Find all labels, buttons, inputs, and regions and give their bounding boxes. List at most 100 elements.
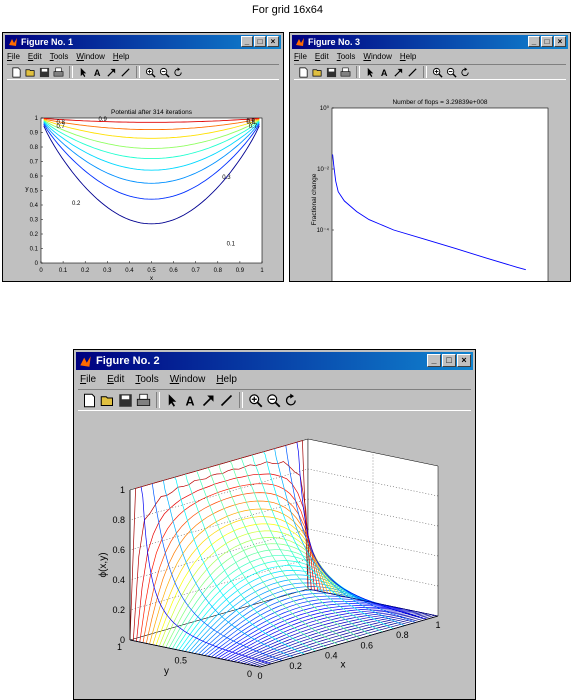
close-button[interactable]: × [554,36,566,47]
y-tick-label: 0.7 [30,160,39,166]
select-arrow-icon[interactable] [78,67,89,78]
menu-edit[interactable]: Edit [27,52,42,61]
contour-line-0.8 [43,118,260,131]
text-tool-icon[interactable]: A [183,393,198,408]
open-folder-icon[interactable] [100,393,115,408]
contour-line-0.2 [43,123,260,200]
arrow-tool-icon[interactable] [201,393,216,408]
new-file-icon[interactable] [298,67,309,78]
open-folder-icon[interactable] [312,67,323,78]
rotate-icon[interactable] [460,66,471,78]
save-icon[interactable] [326,67,337,78]
contour-line-0.1 [43,125,260,225]
maximize-button[interactable]: □ [442,354,456,367]
x-tick-label: 0.4 [125,268,134,274]
arrow-tool-icon[interactable] [393,67,404,78]
close-button[interactable]: × [457,354,471,367]
menu-file[interactable]: File [7,52,20,61]
zoom-out-icon[interactable] [159,67,170,78]
select-arrow-icon[interactable] [165,393,180,408]
zoom-in-icon[interactable] [145,67,156,78]
contour-label: 0.8 [247,120,256,126]
surface-mesh-line [196,470,327,649]
line-tool-icon[interactable] [120,67,131,78]
surface-mesh-line [207,467,339,645]
x-tick-label: 0.2 [81,268,90,274]
maximize-button[interactable]: □ [254,36,266,47]
z-tick-label: 0.2 [112,605,125,615]
figure-3-menubar: File Edit Tools Window Help [294,51,416,63]
maximize-button[interactable]: □ [541,36,553,47]
figure-2-titlebar[interactable]: Figure No. 2 _ □ × [76,352,473,370]
y-tick-label: 0 [247,669,252,679]
print-icon[interactable] [340,67,351,78]
save-icon[interactable] [39,67,50,78]
menu-window[interactable]: Window [363,52,392,61]
surface-mesh-line [174,477,305,655]
menu-file[interactable]: File [294,52,307,61]
close-button[interactable]: × [267,36,279,47]
contour-line-0.6 [43,119,260,149]
menu-tools[interactable]: Tools [49,52,69,61]
minimize-button[interactable]: _ [528,36,540,47]
zoom-in-icon[interactable] [248,393,263,408]
z-tick-label: 0.6 [112,545,125,555]
contour-label: 0.3 [222,175,231,181]
contour-line-0.5 [43,120,260,160]
contour-label: 0.9 [247,118,256,124]
x-tick-label: 0.1 [59,268,68,274]
save-icon[interactable] [118,393,133,408]
menu-help[interactable]: Help [112,52,130,61]
line-tool-icon[interactable] [407,67,418,78]
y-tick-label: 0.8 [30,145,39,151]
text-tool-icon[interactable]: A [92,67,103,78]
toolbar-separator [156,392,160,408]
svg-text:A: A [186,394,195,408]
y-tick-label: 10⁻² [317,167,329,173]
new-file-icon[interactable] [82,393,97,408]
menu-help[interactable]: Help [216,374,237,385]
menu-edit[interactable]: Edit [314,52,329,61]
print-icon[interactable] [136,393,151,408]
zoom-out-icon[interactable] [266,393,281,408]
zoom-out-icon[interactable] [446,67,457,78]
surface-mesh-line [163,480,294,658]
line-tool-icon[interactable] [219,393,234,408]
menu-edit[interactable]: Edit [107,374,125,385]
figure-3-titlebar[interactable]: Figure No. 3 _ □ × [292,35,568,49]
toolbar-separator [356,66,360,78]
menu-window[interactable]: Window [169,374,206,385]
x-axis-label: x [341,660,346,671]
contour-label: 0.7 [56,124,65,130]
select-arrow-icon[interactable] [365,67,376,78]
rotate-icon[interactable] [173,66,184,78]
minimize-button[interactable]: _ [241,36,253,47]
x-tick-label: 0 [257,671,262,681]
print-icon[interactable] [53,67,64,78]
text-tool-icon[interactable]: A [379,67,390,78]
menu-tools[interactable]: Tools [336,52,356,61]
new-file-icon[interactable] [11,67,22,78]
arrow-tool-icon[interactable] [106,67,117,78]
figure-1-titlebar[interactable]: Figure No. 1 _ □ × [5,35,281,49]
contour-line-0.7 [43,119,260,139]
open-folder-icon[interactable] [25,67,36,78]
figure-3-window[interactable]: Figure No. 3 _ □ × File Edit Tools Windo… [289,32,571,282]
zoom-in-icon[interactable] [432,67,443,78]
z-tick-label: 0 [120,635,125,645]
figure-2-window[interactable]: Figure No. 2 _ □ × File Edit Tools Windo… [73,349,476,700]
menu-window[interactable]: Window [76,52,105,61]
surface-mesh-line [229,461,361,639]
figure-1-window[interactable]: Figure No. 1 _ □ × File Edit Tools Windo… [2,32,284,282]
surface-mesh-line [252,454,383,633]
minimize-button[interactable]: _ [427,354,441,367]
menu-tools[interactable]: Tools [135,374,159,385]
toolbar-separator [136,66,140,78]
y-tick-label: 0.6 [30,174,39,180]
contour-plot: 0 0.1 0.2 0.3 0.4 0.5 0.6 0.7 0.8 0.9 100.10.20.30… [25,109,264,281]
menu-help[interactable]: Help [399,52,417,61]
matlab-logo-icon [80,356,91,367]
menu-file[interactable]: File [80,374,97,385]
grid-line [129,528,439,581]
rotate-icon[interactable] [284,393,299,408]
